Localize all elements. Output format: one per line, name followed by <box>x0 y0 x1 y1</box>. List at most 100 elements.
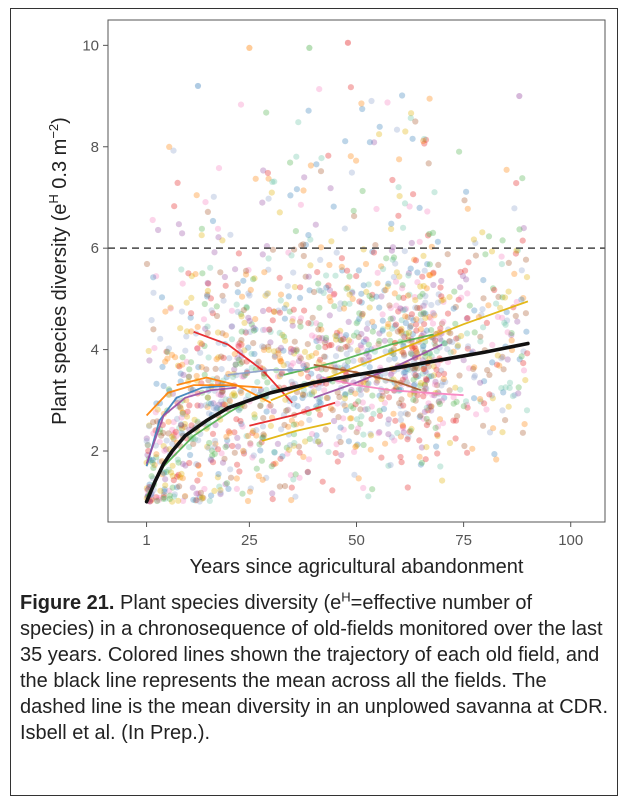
data-point <box>260 431 267 438</box>
data-point <box>297 315 305 322</box>
data-point <box>420 302 427 309</box>
data-point <box>354 347 361 354</box>
data-point <box>280 347 287 354</box>
data-point <box>166 143 173 150</box>
data-point <box>178 266 185 273</box>
data-point <box>168 351 176 358</box>
data-point <box>248 364 255 371</box>
data-point <box>306 287 313 294</box>
data-point <box>283 407 290 414</box>
data-point <box>454 413 461 420</box>
data-point <box>406 291 413 298</box>
data-point <box>209 459 217 466</box>
data-point <box>183 299 190 306</box>
data-point <box>198 225 205 232</box>
data-point <box>265 343 272 350</box>
data-point <box>210 405 217 412</box>
data-point <box>289 360 297 367</box>
data-point <box>281 421 288 429</box>
data-point <box>382 440 389 447</box>
data-point <box>237 387 244 395</box>
data-point <box>288 417 295 424</box>
data-point <box>428 373 435 380</box>
data-point <box>161 486 168 493</box>
data-point <box>271 348 278 355</box>
data-point <box>185 373 192 380</box>
data-point <box>179 409 186 416</box>
data-point <box>274 440 281 447</box>
data-point <box>466 302 473 309</box>
data-point <box>163 437 170 444</box>
data-point <box>315 438 322 445</box>
data-point <box>352 390 359 397</box>
data-point <box>248 321 255 328</box>
data-point <box>389 315 396 322</box>
data-point <box>404 436 411 443</box>
data-point <box>421 321 428 328</box>
data-point <box>313 161 320 168</box>
data-point <box>399 92 406 99</box>
data-point <box>236 340 243 347</box>
data-point <box>154 497 161 505</box>
data-point <box>277 455 284 462</box>
data-point <box>179 410 186 418</box>
data-point <box>295 358 303 365</box>
data-point <box>471 372 478 379</box>
data-point <box>313 338 320 345</box>
data-point <box>498 253 505 260</box>
data-point <box>342 391 349 398</box>
data-point <box>326 261 333 269</box>
data-point <box>370 249 378 256</box>
data-point <box>305 107 312 114</box>
data-point <box>265 195 272 202</box>
data-point <box>392 260 399 267</box>
data-point <box>379 392 386 399</box>
data-point <box>314 269 321 276</box>
data-point <box>300 391 307 399</box>
data-point <box>208 457 215 464</box>
data-point <box>438 397 446 404</box>
data-point <box>266 403 273 410</box>
data-point <box>425 400 432 407</box>
data-point <box>275 347 282 354</box>
data-point <box>323 394 330 402</box>
data-point <box>278 426 285 433</box>
data-point <box>188 273 195 280</box>
data-point <box>452 320 459 327</box>
data-point <box>291 283 298 291</box>
data-point <box>238 389 245 396</box>
data-point <box>213 356 220 363</box>
data-point <box>167 305 174 312</box>
data-point <box>263 109 270 116</box>
data-point <box>519 175 526 182</box>
data-point <box>408 425 415 432</box>
data-point <box>280 362 287 369</box>
data-point <box>423 404 430 411</box>
data-point <box>359 105 366 113</box>
data-point <box>270 408 277 415</box>
data-point <box>333 329 341 336</box>
data-point <box>291 338 298 345</box>
data-point <box>219 401 226 408</box>
data-point <box>175 362 182 369</box>
data-point <box>260 326 267 334</box>
data-point <box>331 290 338 297</box>
data-point <box>358 290 365 297</box>
data-point <box>211 487 218 494</box>
data-point <box>464 404 471 411</box>
data-point <box>508 337 515 344</box>
data-point <box>244 497 252 505</box>
data-point <box>207 456 214 463</box>
data-point <box>217 487 224 494</box>
data-point <box>349 295 356 302</box>
data-point <box>173 484 181 491</box>
data-point <box>376 392 383 399</box>
data-point <box>381 399 388 406</box>
data-point <box>389 176 396 184</box>
data-point <box>169 433 176 440</box>
y-tick-label: 2 <box>91 443 99 460</box>
data-point <box>217 491 224 498</box>
data-point <box>347 415 354 422</box>
data-point <box>231 449 238 456</box>
data-point <box>203 366 210 373</box>
